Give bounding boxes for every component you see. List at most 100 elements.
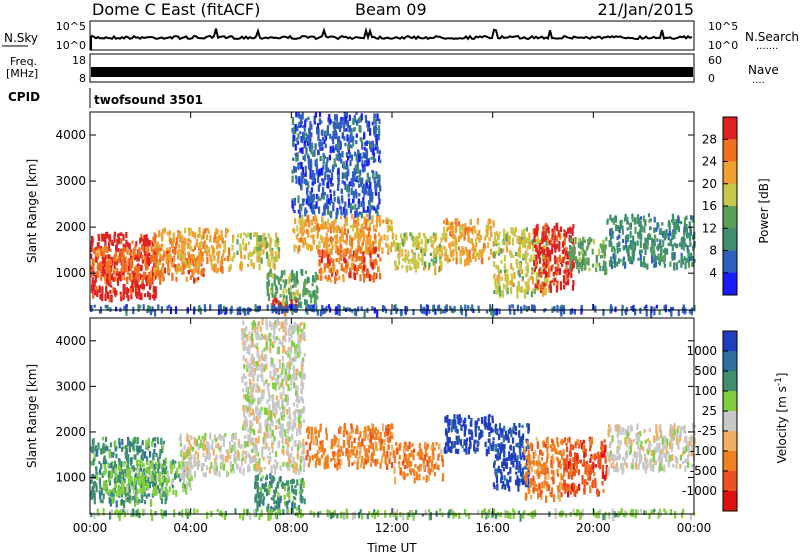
power-cell-12 bbox=[571, 238, 574, 245]
power-cell-8 bbox=[298, 179, 301, 186]
velocity-cell-1 bbox=[162, 476, 165, 484]
velocity-cell-3 bbox=[293, 410, 296, 417]
power-cell-6 bbox=[343, 228, 346, 235]
power-cell-7 bbox=[356, 256, 360, 260]
power-cell-7 bbox=[331, 265, 335, 273]
power-cell-11 bbox=[494, 285, 498, 290]
velocity-cell-0 bbox=[98, 461, 101, 465]
velocity-cell-3 bbox=[275, 395, 278, 400]
power-cell-13 bbox=[572, 252, 575, 260]
power-cell-13 bbox=[569, 261, 572, 268]
velocity-cell-1 bbox=[121, 485, 124, 491]
velocity-cell-1 bbox=[149, 475, 152, 483]
power-cell-14 bbox=[663, 249, 666, 253]
power-cell-3 bbox=[273, 258, 276, 264]
velocity-cell-0 bbox=[112, 468, 115, 473]
power-cell-13 bbox=[586, 257, 589, 265]
power-cell-10 bbox=[454, 244, 458, 252]
power-cell-12 bbox=[563, 270, 566, 274]
velocity-cell-3 bbox=[273, 376, 276, 381]
velocity-cell-3 bbox=[252, 375, 255, 383]
power-cell-8 bbox=[292, 126, 296, 134]
power-cell-6 bbox=[335, 234, 339, 239]
power-cell-0 bbox=[151, 241, 154, 247]
velocity-cell-2 bbox=[231, 445, 234, 452]
power-cell-10 bbox=[455, 221, 458, 227]
power-cell-8 bbox=[314, 159, 317, 167]
power-cell-11 bbox=[501, 241, 504, 245]
velocity-cell-3 bbox=[281, 439, 284, 443]
power-cell-8 bbox=[353, 171, 356, 175]
power-cell-2 bbox=[217, 239, 220, 248]
power-cell-8 bbox=[321, 178, 324, 182]
velocity-cell-0 bbox=[113, 478, 116, 484]
velocity-cell-2 bbox=[225, 470, 229, 478]
power-cell-11 bbox=[493, 273, 496, 277]
power-cell-9 bbox=[434, 235, 437, 241]
power-cell-8 bbox=[339, 205, 342, 210]
velocity-cell-1 bbox=[108, 489, 111, 495]
power-cell-12 bbox=[561, 263, 564, 268]
velocity-cell-3 bbox=[277, 425, 280, 429]
velocity-cell-3 bbox=[260, 395, 263, 402]
power-cell-11 bbox=[533, 254, 536, 258]
velocity-cell-2 bbox=[219, 454, 222, 459]
power-cell-15 bbox=[425, 309, 428, 316]
velocity-cell-3 bbox=[284, 368, 287, 375]
power-cell-15 bbox=[571, 308, 574, 314]
power-cell-1 bbox=[153, 250, 156, 256]
velocity-cell-3 bbox=[249, 434, 252, 442]
power-cell-6 bbox=[390, 219, 393, 225]
power-cell-7 bbox=[327, 260, 330, 266]
power-cell-15 bbox=[520, 306, 523, 311]
velocity-cell-3 bbox=[256, 416, 259, 424]
power-cell-11 bbox=[537, 239, 540, 243]
power-cell-1 bbox=[141, 259, 144, 264]
velocity-cell-3 bbox=[257, 417, 260, 423]
velocity-cell-0 bbox=[109, 442, 113, 448]
velocity-cell-2 bbox=[218, 433, 221, 439]
velocity-cell-3 bbox=[253, 413, 256, 422]
power-cell-8 bbox=[334, 163, 337, 168]
velocity-cell-3 bbox=[268, 393, 271, 402]
power-cell-10 bbox=[471, 248, 474, 252]
power-cell-7 bbox=[354, 251, 357, 258]
velocity-cell-0 bbox=[119, 474, 122, 480]
power-cell-11 bbox=[516, 262, 519, 269]
power-cell-8 bbox=[317, 134, 320, 141]
power-cell-7 bbox=[317, 275, 320, 281]
velocity-cell-3 bbox=[294, 465, 297, 469]
velocity-cell-3 bbox=[293, 382, 296, 389]
power-cell-0 bbox=[151, 266, 154, 274]
power-cell-11 bbox=[493, 238, 496, 246]
power-cell-12 bbox=[535, 254, 538, 261]
power-cell-0 bbox=[145, 241, 148, 249]
power-cell-8 bbox=[334, 144, 337, 151]
power-cell-12 bbox=[571, 227, 574, 236]
power-cell-12 bbox=[535, 247, 538, 253]
power-cell-12 bbox=[541, 281, 544, 288]
velocity-cell-3 bbox=[282, 364, 286, 369]
power-cell-1 bbox=[200, 253, 203, 259]
power-cell-8 bbox=[336, 125, 340, 129]
power-cell-8 bbox=[375, 183, 378, 189]
velocity-cell-3 bbox=[302, 464, 305, 472]
velocity-cell-2 bbox=[184, 470, 187, 477]
power-cell-14 bbox=[656, 238, 659, 242]
velocity-cell-0 bbox=[151, 441, 154, 447]
power-cell-6 bbox=[356, 214, 359, 221]
power-cell-1 bbox=[161, 263, 165, 269]
power-cell-15 bbox=[319, 309, 323, 317]
power-cell-0 bbox=[108, 283, 111, 287]
power-cell-0 bbox=[154, 286, 157, 292]
velocity-cell-3 bbox=[243, 363, 246, 369]
power-cell-11 bbox=[499, 269, 502, 274]
power-cell-6 bbox=[356, 234, 359, 239]
velocity-cell-3 bbox=[262, 335, 265, 339]
power-cell-10 bbox=[454, 237, 457, 244]
power-cell-1 bbox=[141, 277, 144, 284]
power-cell-8 bbox=[305, 147, 308, 155]
power-cell-2 bbox=[157, 230, 161, 238]
velocity-cell-1 bbox=[115, 490, 118, 497]
